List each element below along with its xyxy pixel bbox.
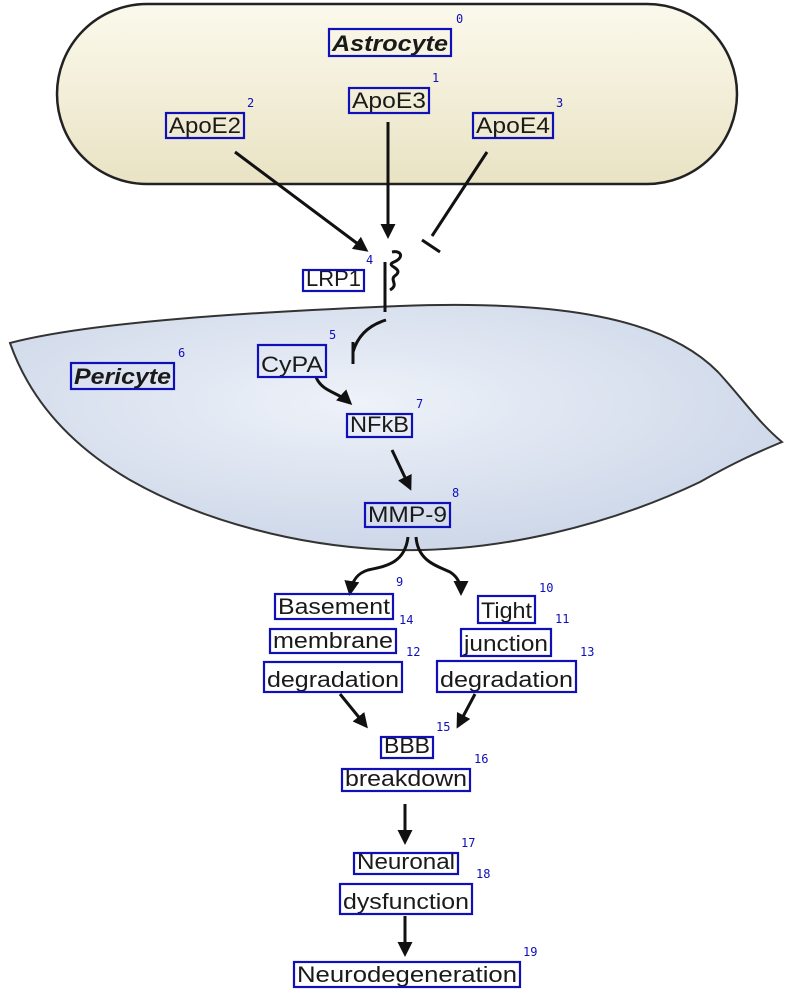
annotation-index: 17 <box>461 836 475 850</box>
annotation-index: 8 <box>452 486 459 500</box>
label-pericyte: Pericyte 6 <box>69 346 185 391</box>
label-text: NFkB <box>350 412 409 437</box>
annotation-box <box>292 960 522 989</box>
annotation-index: 4 <box>366 253 373 267</box>
annotation-box <box>340 767 472 793</box>
annotation-box <box>471 111 555 140</box>
label-text: ApoE2 <box>169 113 241 138</box>
label-text: membrane <box>273 628 393 653</box>
annotation-box <box>363 501 452 529</box>
annotation-box <box>435 659 578 694</box>
annotation-index: 5 <box>329 328 336 342</box>
annotation-index: 19 <box>523 945 537 959</box>
annotation-box <box>459 627 553 658</box>
label-nfkb: NFkB 7 <box>345 397 423 439</box>
label-dysfunction: dysfunction 18 <box>338 867 490 916</box>
annotation-box <box>256 343 328 379</box>
annotation-index: 16 <box>474 752 488 766</box>
annotation-box <box>327 27 453 58</box>
apoe4-inhibit-line <box>430 151 489 237</box>
annotation-index: 1 <box>432 71 439 85</box>
label-neurodegeneration: Neurodegeneration 19 <box>292 945 537 989</box>
label-breakdown: breakdown 16 <box>340 752 488 793</box>
label-apoe2: ApoE2 2 <box>164 96 254 140</box>
annotation-index: 14 <box>399 613 413 627</box>
label-junction: junction 11 <box>459 612 569 658</box>
label-text: ApoE3 <box>352 88 426 113</box>
annotation-box <box>164 111 246 140</box>
annotation-box <box>268 627 398 655</box>
annotation-index: 9 <box>396 575 403 589</box>
label-mmp-9: MMP-9 8 <box>363 486 459 529</box>
label-text: Tight <box>481 598 532 623</box>
label-text: breakdown <box>345 766 467 791</box>
label-tight: Tight 10 <box>476 581 553 625</box>
annotation-box <box>347 86 431 115</box>
label-text: Pericyte <box>74 364 171 389</box>
label-text: ApoE4 <box>476 113 550 138</box>
annotation-box <box>273 592 395 621</box>
apoe2-to-lrp1-arrow <box>234 150 369 252</box>
annotation-box <box>476 594 537 625</box>
annotation-index: 12 <box>406 645 420 659</box>
label-degradation: degradation 13 <box>435 645 594 694</box>
annotation-index: 7 <box>416 397 423 411</box>
annotation-index: 10 <box>539 581 553 595</box>
label-basement: Basement 9 <box>273 575 403 621</box>
tight-to-bbb-arrow <box>456 693 477 729</box>
basement-to-bbb-arrow <box>338 693 368 729</box>
label-text: MMP-9 <box>368 502 447 527</box>
annotation-box <box>262 660 404 694</box>
cypa-to-nfkb-arrow <box>314 376 353 406</box>
annotation-box <box>352 851 460 876</box>
label-text: CyPA <box>261 352 323 377</box>
label-text: dysfunction <box>343 889 469 914</box>
annotation-index: 15 <box>436 720 450 734</box>
lrp1-receptor-icon <box>383 250 402 312</box>
annotation-box <box>345 412 414 439</box>
mmp9-to-basement-arrow <box>344 536 410 596</box>
label-text: Basement <box>278 594 390 619</box>
label-text: Neurodegeneration <box>297 962 517 987</box>
annotation-index: 6 <box>178 346 185 360</box>
annotation-box <box>301 268 366 293</box>
annotation-index: 3 <box>556 96 563 110</box>
mmp9-to-tight-arrow <box>414 536 469 596</box>
annotation-index: 13 <box>580 645 594 659</box>
nfkb-to-mmp9-arrow <box>390 449 412 491</box>
annotation-box <box>379 735 435 760</box>
label-degradation: degradation 12 <box>262 645 420 694</box>
label-cypa: CyPA 5 <box>256 328 336 379</box>
annotation-box <box>338 882 474 916</box>
annotation-index: 11 <box>555 612 569 626</box>
label-text: degradation <box>267 667 399 692</box>
label-text: Astrocyte <box>331 31 448 56</box>
apoe4-inhibit-bar <box>421 238 441 254</box>
annotation-box <box>69 361 176 391</box>
label-membrane: membrane 14 <box>268 613 413 655</box>
label-apoe3: ApoE3 1 <box>347 71 439 115</box>
label-apoe4: ApoE4 3 <box>471 96 563 140</box>
label-text: junction <box>463 631 548 656</box>
annotation-index: 2 <box>247 96 254 110</box>
label-astrocyte: Astrocyte 0 <box>327 12 463 58</box>
annotation-index: 18 <box>476 867 490 881</box>
label-text: degradation <box>440 667 573 692</box>
annotation-index: 0 <box>456 12 463 26</box>
